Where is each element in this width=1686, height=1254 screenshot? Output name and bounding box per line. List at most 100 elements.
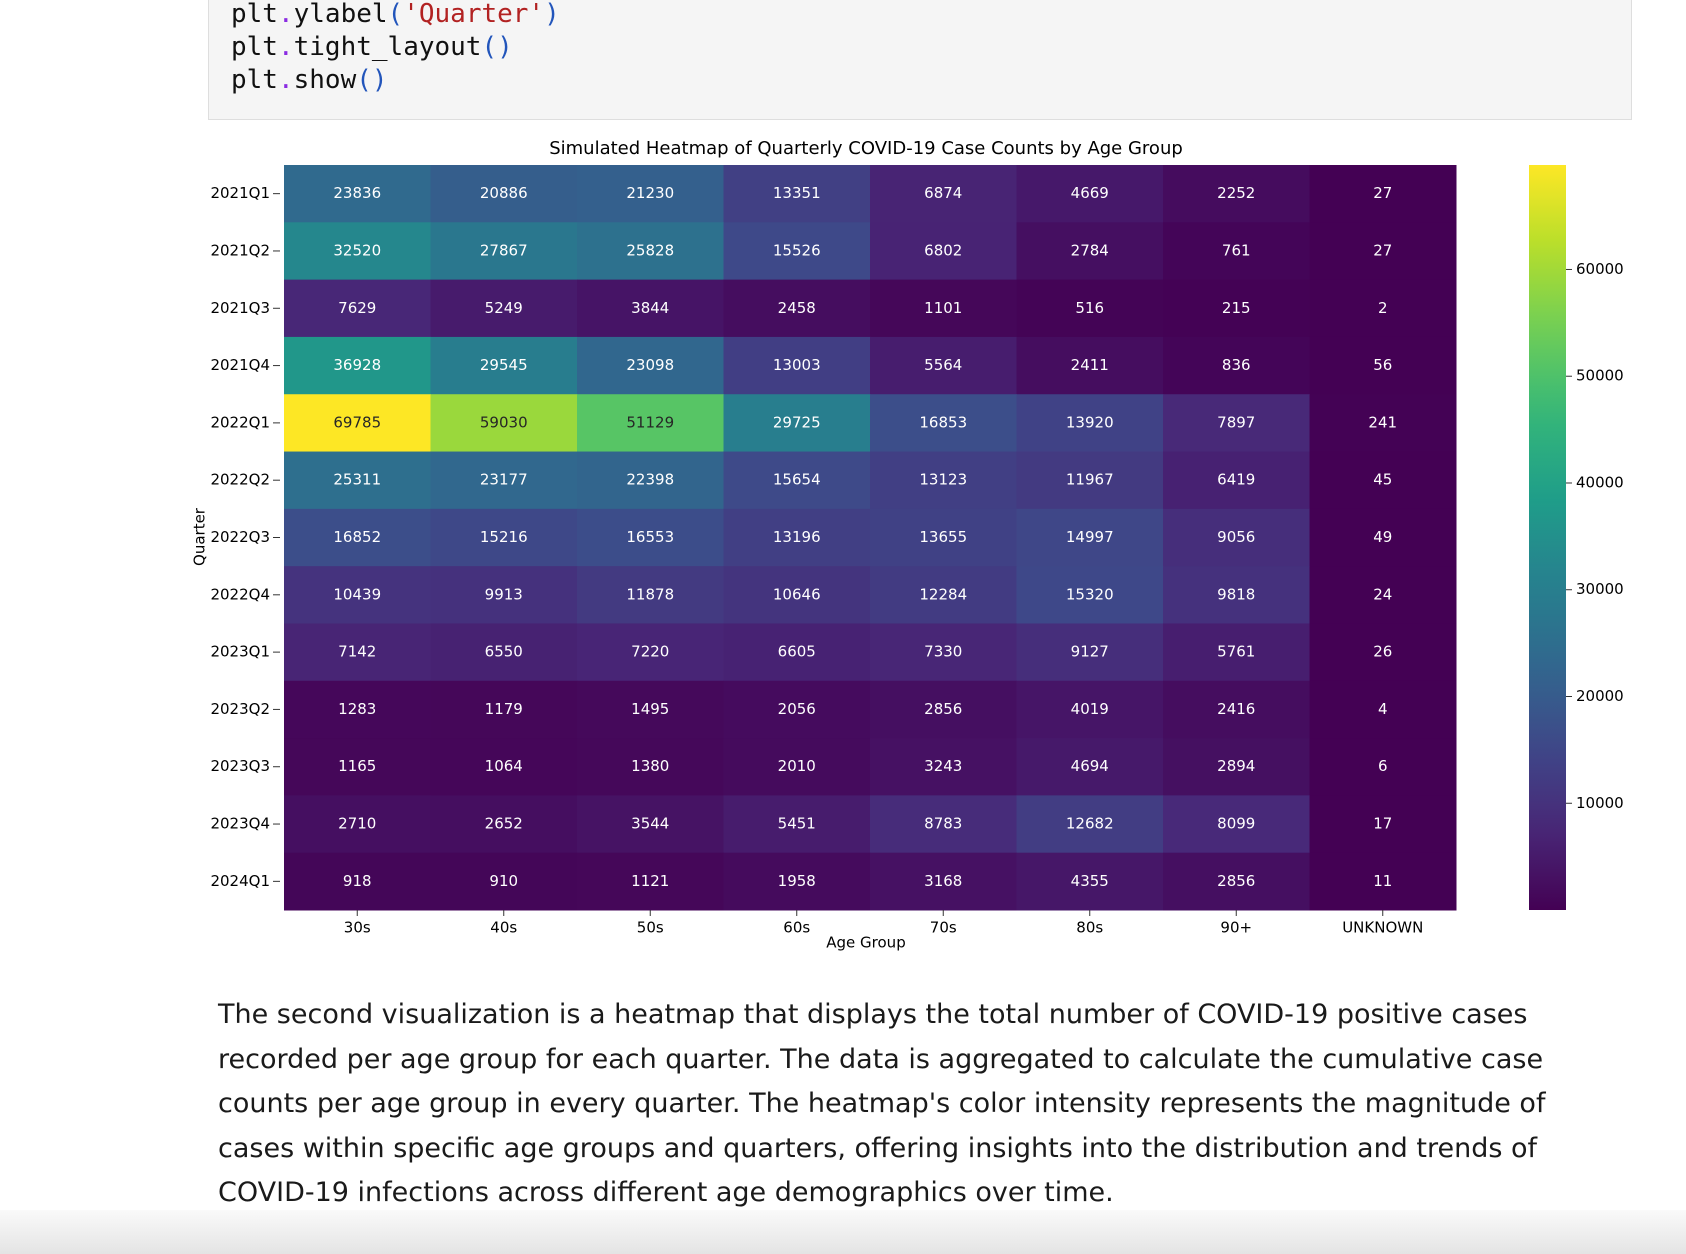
x-tick-label: 40s: [490, 919, 517, 937]
y-tick-label: 2022Q4: [210, 585, 270, 603]
cell-label: 15216: [480, 528, 528, 546]
heatmap-cell: [284, 222, 431, 281]
heatmap-cell: [723, 336, 871, 395]
heatmap-cell: [1163, 394, 1310, 453]
cell-label: 15654: [773, 471, 821, 489]
heatmap-cell: [1016, 394, 1164, 453]
code-token: plt: [231, 0, 278, 29]
x-tick-label: 70s: [930, 919, 957, 937]
cell-label: 6802: [924, 241, 962, 259]
cell-label: 24: [1373, 585, 1392, 603]
colorbar-tick-label: 40000: [1576, 473, 1624, 491]
code-token: plt: [231, 32, 278, 62]
heatmap-cell: [870, 566, 1017, 624]
heatmap-cell: [284, 279, 431, 338]
cell-label: 22398: [626, 471, 674, 489]
colorbar-tick-label: 60000: [1576, 260, 1624, 278]
cell-label: 3844: [631, 299, 669, 317]
cell-label: 69785: [333, 413, 381, 431]
cell-label: 16853: [919, 413, 967, 431]
code-token: (: [388, 0, 404, 29]
heatmap-cell: [1016, 738, 1164, 796]
cell-label: 27867: [480, 241, 528, 259]
heatmap-cell: [1309, 566, 1457, 624]
cell-label: 13123: [919, 471, 967, 489]
y-tick-label: 2024Q1: [210, 872, 270, 890]
heatmap-cell: [284, 680, 431, 739]
heatmap-cell: [1016, 451, 1164, 510]
colorbar: [1529, 165, 1566, 910]
cell-label: 27: [1373, 184, 1392, 202]
cell-label: 9913: [485, 585, 523, 603]
y-tick-label: 2022Q2: [210, 471, 270, 489]
y-tick-label: 2021Q3: [210, 299, 270, 317]
heatmap-cell: [284, 451, 431, 510]
heatmap-cell: [430, 795, 578, 854]
heatmap-cell: [723, 852, 871, 911]
heatmap-cell: [870, 222, 1017, 281]
cell-label: 2458: [778, 299, 816, 317]
heatmap-cell: [870, 451, 1017, 510]
heatmap-cell: [430, 508, 578, 567]
heatmap-cell: [577, 566, 724, 624]
heatmap-cell: [430, 566, 578, 624]
cell-label: 2: [1378, 299, 1388, 317]
cell-label: 12284: [919, 585, 967, 603]
cell-label: 2416: [1217, 700, 1255, 718]
cell-label: 11967: [1066, 471, 1114, 489]
heatmap-cell: [284, 623, 431, 682]
heatmap-cell: [870, 165, 1017, 223]
cell-label: 1064: [485, 757, 523, 775]
colorbar-tick-label: 10000: [1576, 794, 1624, 812]
cell-label: 11878: [626, 585, 674, 603]
x-tick-label: 90+: [1220, 919, 1252, 937]
heatmap-cell: [577, 680, 724, 739]
heatmap-cell: [430, 680, 578, 739]
colorbar-tick-label: 30000: [1576, 580, 1624, 598]
cell-label: 8099: [1217, 815, 1255, 833]
cell-label: 2010: [778, 757, 816, 775]
heatmap-cell: [1309, 795, 1457, 854]
code-token: tight_layout: [294, 32, 482, 62]
cell-label: 2056: [778, 700, 816, 718]
cell-label: 2710: [338, 815, 376, 833]
heatmap-cell: [723, 279, 871, 338]
heatmap-cell: [1163, 852, 1310, 911]
cell-label: 13196: [773, 528, 821, 546]
code: plt.ylabel('Quarter')plt.tight_layout()p…: [231, 0, 560, 95]
cell-label: 13920: [1066, 413, 1114, 431]
heatmap-cell: [723, 680, 871, 739]
x-tick-label: UNKNOWN: [1342, 919, 1423, 937]
heatmap-cell: [870, 279, 1017, 338]
x-axis-label: Age Group: [826, 934, 905, 952]
chart: Simulated Heatmap of Quarterly COVID-19 …: [191, 138, 1624, 952]
heatmap-cell: [430, 394, 578, 453]
cell-label: 1101: [924, 299, 962, 317]
code-token: show: [294, 65, 357, 95]
heatmap-cell: [1309, 623, 1457, 682]
heatmap-cell: [1016, 680, 1164, 739]
cell-label: 1179: [485, 700, 523, 718]
heatmap-cell: [577, 623, 724, 682]
heatmap-cell: [284, 336, 431, 395]
heatmap-cell: [870, 623, 1017, 682]
cell-label: 3168: [924, 872, 962, 890]
heatmap-cell: [1016, 852, 1164, 911]
heatmap-cell: [870, 738, 1017, 796]
heatmap-cell: [577, 279, 724, 338]
cell-label: 1165: [338, 757, 376, 775]
heatmap-cell: [1163, 623, 1310, 682]
cell-label: 16852: [333, 528, 381, 546]
heatmap-cell: [1163, 738, 1310, 796]
heatmap-cell: [577, 336, 724, 395]
y-tick-label: 2021Q1: [210, 184, 270, 202]
cell-label: 17: [1373, 815, 1392, 833]
cell-label: 6: [1378, 757, 1388, 775]
cell-label: 1958: [778, 872, 816, 890]
heatmap-cell: [430, 451, 578, 510]
heatmap-cell: [870, 336, 1017, 395]
heatmap-cell: [723, 451, 871, 510]
heatmap-cell: [1309, 852, 1457, 911]
heatmap-cell: [1016, 336, 1164, 395]
heatmap-cell: [1309, 336, 1457, 395]
